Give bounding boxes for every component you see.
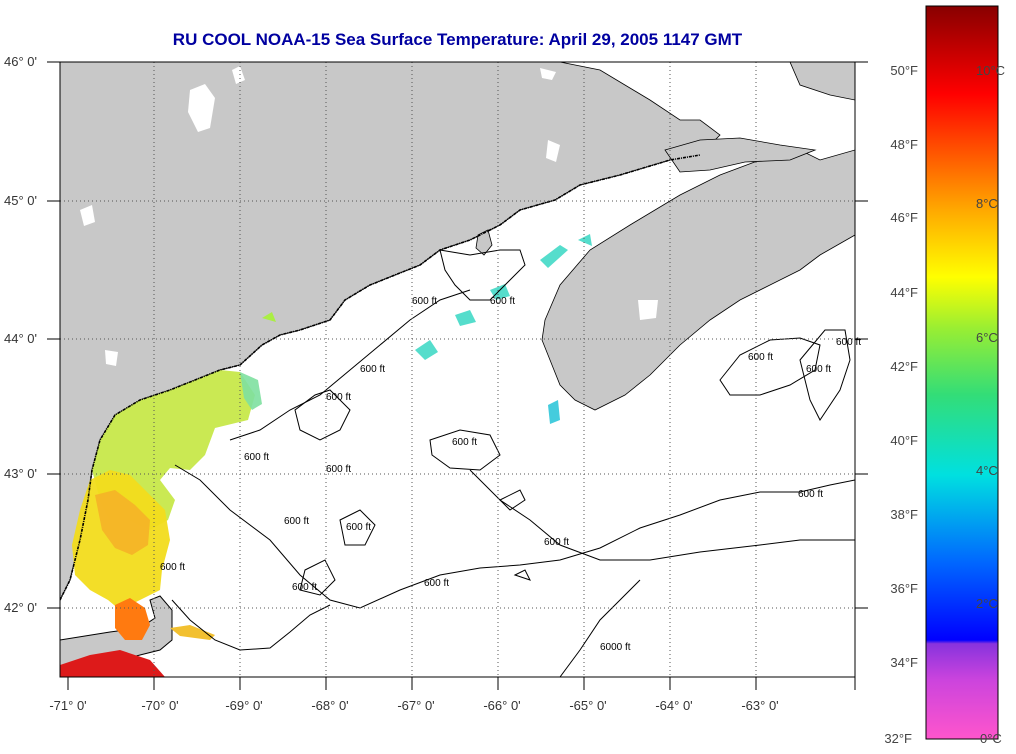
lake	[546, 140, 560, 162]
contour-label: 600 ft	[160, 562, 185, 573]
colorbar-c-label: 6°C	[976, 330, 998, 345]
contour-label: 600 ft	[346, 522, 371, 533]
contour-label-deep: 6000 ft	[600, 642, 631, 653]
land-pei	[664, 137, 817, 173]
contour-label: 600 ft	[326, 464, 351, 475]
depth-contours	[171, 249, 855, 677]
land-grand-manan	[475, 229, 493, 256]
colorbar-f-label: 32°F	[884, 731, 912, 746]
colorbar-f-label: 50°F	[890, 63, 918, 78]
lake	[540, 68, 556, 80]
sst-speck	[548, 400, 560, 424]
lat-label: 43° 0'	[4, 466, 37, 481]
map-title: RU COOL NOAA-15 Sea Surface Temperature:…	[172, 30, 743, 49]
colorbar-f-label: 38°F	[890, 507, 918, 522]
colorbar-c-labels: 10°C 8°C 6°C 4°C 2°C 0°C	[976, 63, 1005, 746]
colorbar-c-label: 2°C	[976, 596, 998, 611]
land-newfoundland	[789, 62, 855, 101]
lat-label: 44° 0'	[4, 331, 37, 346]
colorbar-c-label: 8°C	[976, 196, 998, 211]
contour-label: 600 ft	[490, 296, 515, 307]
lon-label: -68° 0'	[311, 698, 348, 713]
lake	[105, 350, 118, 366]
graticule	[60, 62, 855, 677]
lake	[80, 205, 95, 226]
contour-label: 600 ft	[452, 437, 477, 448]
contour-label: 600 ft	[244, 452, 269, 463]
sst-speck	[455, 310, 476, 326]
contour-label: 600 ft	[424, 578, 449, 589]
lon-label: -67° 0'	[397, 698, 434, 713]
coastline	[60, 154, 701, 601]
contour-label: 600 ft	[748, 352, 773, 363]
colorbar-c-label: 10°C	[976, 63, 1005, 78]
contour-label: 600 ft	[284, 516, 309, 527]
colorbar-f-labels: 50°F 48°F 46°F 44°F 42°F 40°F 38°F 36°F …	[884, 63, 918, 746]
colorbar-c-label: 4°C	[976, 463, 998, 478]
colorbar-f-label: 34°F	[890, 655, 918, 670]
lon-label: -71° 0'	[49, 698, 86, 713]
lon-label: -65° 0'	[569, 698, 606, 713]
contour-labels: 600 ft 600 ft 600 ft 600 ft 600 ft 600 f…	[160, 296, 861, 653]
lake	[232, 66, 245, 84]
colorbar-f-label: 42°F	[890, 359, 918, 374]
contour-label: 600 ft	[360, 364, 385, 375]
contour-label: 600 ft	[412, 296, 437, 307]
lon-label: -70° 0'	[141, 698, 178, 713]
lon-label: -66° 0'	[483, 698, 520, 713]
sst-speck	[415, 340, 438, 360]
contour-label: 600 ft	[544, 537, 569, 548]
map-frame	[59, 61, 856, 678]
sst-patch-cool	[240, 372, 262, 410]
sst-patch-9c	[115, 598, 150, 640]
tick-marks	[47, 61, 868, 690]
lon-label: -64° 0'	[655, 698, 692, 713]
colorbar-c-label: 0°C	[980, 731, 1002, 746]
sst-patch-east	[170, 625, 215, 640]
contour-label: 600 ft	[326, 392, 351, 403]
colorbar-f-label: 40°F	[890, 433, 918, 448]
colorbar-f-label: 36°F	[890, 581, 918, 596]
sst-speck	[578, 234, 592, 246]
colorbar	[925, 5, 999, 740]
contour-label: 600 ft	[292, 582, 317, 593]
lat-label: 45° 0'	[4, 193, 37, 208]
lon-label: -63° 0'	[741, 698, 778, 713]
contour-label: 600 ft	[798, 489, 823, 500]
sst-speck	[540, 245, 568, 268]
lat-label: 42° 0'	[4, 600, 37, 615]
sst-speck	[262, 312, 276, 322]
contour-label: 600 ft	[806, 364, 831, 375]
colorbar-f-label: 46°F	[890, 210, 918, 225]
colorbar-f-label: 48°F	[890, 137, 918, 152]
land-nova-scotia	[541, 149, 855, 411]
lat-label: 46° 0'	[4, 54, 37, 69]
lake	[638, 300, 658, 320]
contour-label: 600 ft	[836, 337, 861, 348]
colorbar-f-label: 44°F	[890, 285, 918, 300]
sst-patch-10c	[60, 650, 165, 677]
lon-label: -69° 0'	[225, 698, 262, 713]
sst-speck	[490, 284, 510, 300]
lake	[188, 84, 215, 132]
sst-patch-8c	[95, 490, 150, 555]
